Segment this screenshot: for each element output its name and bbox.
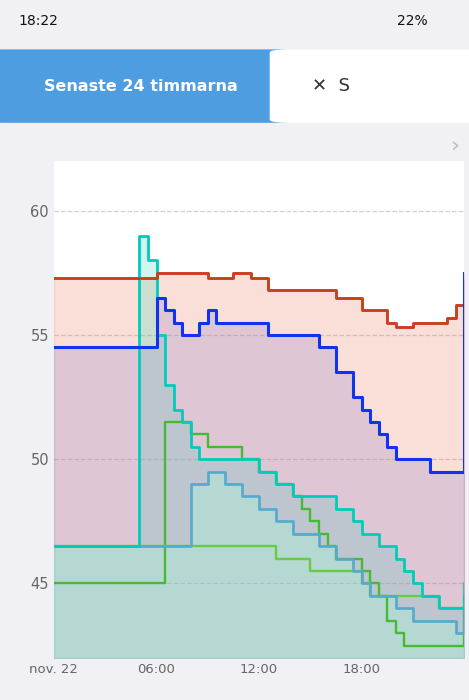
Text: ✕  S: ✕ S (312, 77, 350, 95)
FancyBboxPatch shape (270, 50, 469, 122)
Text: ›: › (450, 135, 460, 155)
Text: 22%: 22% (397, 14, 428, 28)
Text: 18:22: 18:22 (19, 14, 59, 28)
Text: Senaste 24 timmarna: Senaste 24 timmarna (44, 78, 238, 94)
FancyBboxPatch shape (0, 50, 293, 122)
